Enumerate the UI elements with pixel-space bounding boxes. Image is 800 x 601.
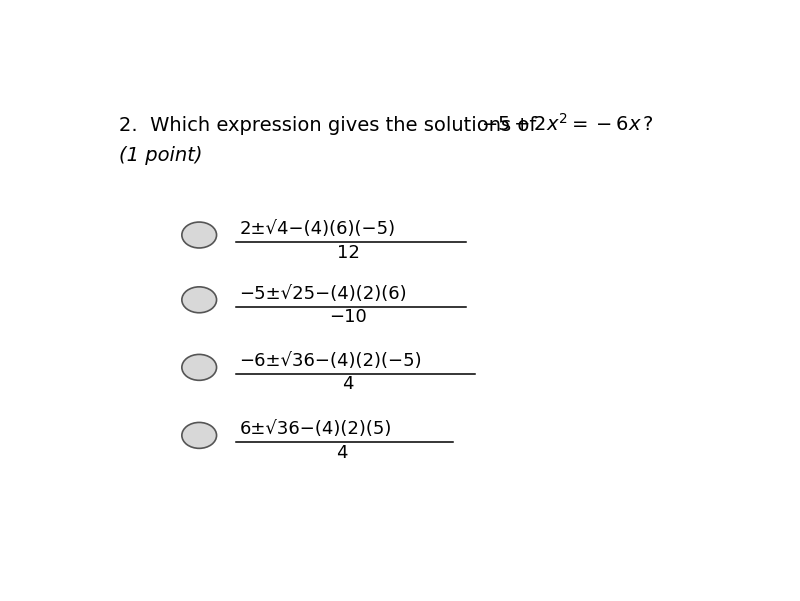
- Text: (1 point): (1 point): [118, 146, 202, 165]
- Text: −5±√25−(4)(2)(6): −5±√25−(4)(2)(6): [239, 285, 407, 304]
- Text: $\mathsf{-5+2}x^{\mathsf{2}}\mathsf{=-6}x\,$?: $\mathsf{-5+2}x^{\mathsf{2}}\mathsf{=-6}…: [482, 113, 654, 135]
- Text: 2±√4−(4)(6)(−5): 2±√4−(4)(6)(−5): [239, 221, 396, 239]
- Text: −10: −10: [329, 308, 367, 326]
- Text: −6±√36−(4)(2)(−5): −6±√36−(4)(2)(−5): [239, 352, 422, 370]
- Text: 4: 4: [342, 376, 354, 394]
- Circle shape: [182, 423, 217, 448]
- Text: 12: 12: [337, 243, 359, 261]
- Text: 6±√36−(4)(2)(5): 6±√36−(4)(2)(5): [239, 420, 392, 438]
- Text: 4: 4: [336, 444, 347, 462]
- Circle shape: [182, 355, 217, 380]
- Circle shape: [182, 287, 217, 313]
- Circle shape: [182, 222, 217, 248]
- Text: 2.  Which expression gives the solutions of: 2. Which expression gives the solutions …: [118, 116, 542, 135]
